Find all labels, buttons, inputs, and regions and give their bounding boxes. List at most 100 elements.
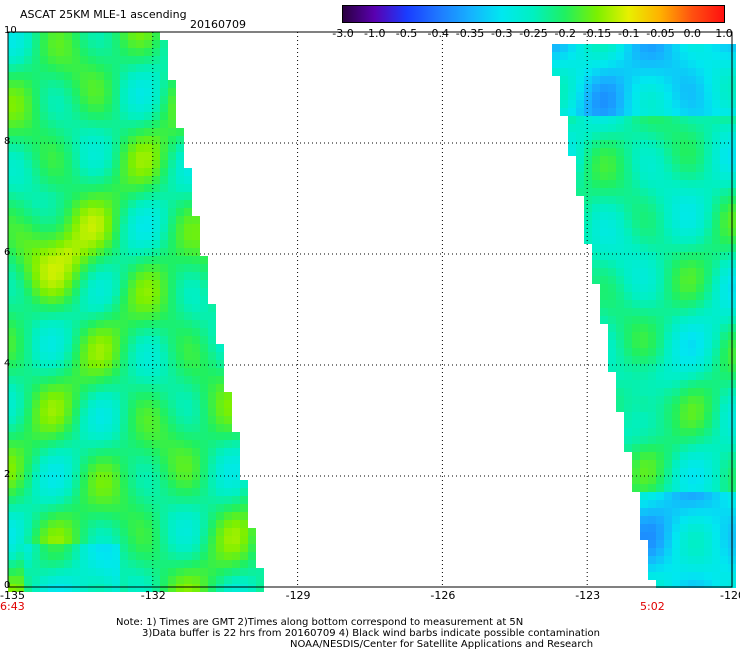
wind-cell <box>696 404 704 412</box>
wind-cell <box>712 524 720 532</box>
wind-cell <box>168 400 176 408</box>
wind-cell <box>624 164 632 172</box>
wind-cell <box>712 76 720 84</box>
wind-cell <box>600 164 608 172</box>
wind-cell <box>104 376 112 384</box>
wind-cell <box>112 280 120 288</box>
wind-cell <box>184 352 192 360</box>
wind-cell <box>176 264 184 272</box>
wind-cell <box>640 436 648 444</box>
wind-cell <box>696 148 704 156</box>
wind-cell <box>24 248 32 256</box>
wind-cell <box>208 400 216 408</box>
wind-cell <box>104 120 112 128</box>
wind-cell <box>168 128 176 136</box>
wind-cell <box>16 240 24 248</box>
wind-cell <box>704 244 712 252</box>
wind-cell <box>680 420 688 428</box>
wind-cell <box>688 580 696 588</box>
wind-cell <box>648 380 656 388</box>
wind-cell <box>8 144 16 152</box>
wind-cell <box>680 140 688 148</box>
wind-cell <box>616 364 624 372</box>
wind-cell <box>96 512 104 520</box>
wind-cell <box>128 56 136 64</box>
wind-cell <box>168 232 176 240</box>
wind-cell <box>712 356 720 364</box>
wind-cell <box>704 396 712 404</box>
wind-cell <box>664 420 672 428</box>
wind-cell <box>104 408 112 416</box>
wind-cell <box>96 144 104 152</box>
wind-cell <box>688 156 696 164</box>
wind-cell <box>688 404 696 412</box>
wind-cell <box>648 476 656 484</box>
wind-cell <box>96 56 104 64</box>
wind-cell <box>600 116 608 124</box>
wind-cell <box>40 408 48 416</box>
wind-cell <box>672 188 680 196</box>
wind-cell <box>80 208 88 216</box>
wind-cell <box>656 380 664 388</box>
wind-cell <box>616 220 624 228</box>
wind-cell <box>104 96 112 104</box>
wind-cell <box>232 464 240 472</box>
wind-cell <box>712 372 720 380</box>
wind-cell <box>688 548 696 556</box>
wind-cell <box>128 568 136 576</box>
wind-cell <box>208 432 216 440</box>
wind-cell <box>72 448 80 456</box>
wind-cell <box>656 356 664 364</box>
wind-cell <box>136 496 144 504</box>
wind-cell <box>168 352 176 360</box>
wind-cell <box>216 440 224 448</box>
wind-cell <box>656 196 664 204</box>
wind-cell <box>688 460 696 468</box>
wind-cell <box>648 260 656 268</box>
wind-cell <box>672 580 680 588</box>
wind-cell <box>240 504 248 512</box>
wind-cell <box>648 276 656 284</box>
wind-cell <box>680 572 688 580</box>
wind-cell <box>696 236 704 244</box>
wind-cell <box>96 40 104 48</box>
wind-cell <box>664 68 672 76</box>
wind-cell <box>624 148 632 156</box>
wind-cell <box>712 516 720 524</box>
wind-cell <box>96 192 104 200</box>
wind-cell <box>24 256 32 264</box>
wind-cell <box>144 560 152 568</box>
wind-cell <box>600 308 608 316</box>
wind-cell <box>704 92 712 100</box>
wind-cell <box>688 212 696 220</box>
wind-cell <box>152 152 160 160</box>
wind-cell <box>664 124 672 132</box>
wind-cell <box>72 272 80 280</box>
wind-cell <box>640 516 648 524</box>
wind-cell <box>632 228 640 236</box>
wind-cell <box>152 176 160 184</box>
wind-cell <box>176 416 184 424</box>
wind-cell <box>160 368 168 376</box>
wind-cell <box>48 552 56 560</box>
wind-cell <box>24 312 32 320</box>
wind-cell <box>632 164 640 172</box>
wind-cell <box>48 208 56 216</box>
wind-cell <box>208 528 216 536</box>
wind-cell <box>600 292 608 300</box>
wind-cell <box>32 480 40 488</box>
wind-cell <box>8 536 16 544</box>
wind-cell <box>208 320 216 328</box>
wind-cell <box>32 352 40 360</box>
wind-cell <box>184 256 192 264</box>
wind-cell <box>672 412 680 420</box>
wind-cell <box>168 240 176 248</box>
wind-cell <box>168 544 176 552</box>
wind-cell <box>32 400 40 408</box>
wind-cell <box>96 424 104 432</box>
wind-cell <box>632 284 640 292</box>
wind-cell <box>96 272 104 280</box>
wind-cell <box>40 184 48 192</box>
wind-cell <box>160 344 168 352</box>
wind-cell <box>224 536 232 544</box>
